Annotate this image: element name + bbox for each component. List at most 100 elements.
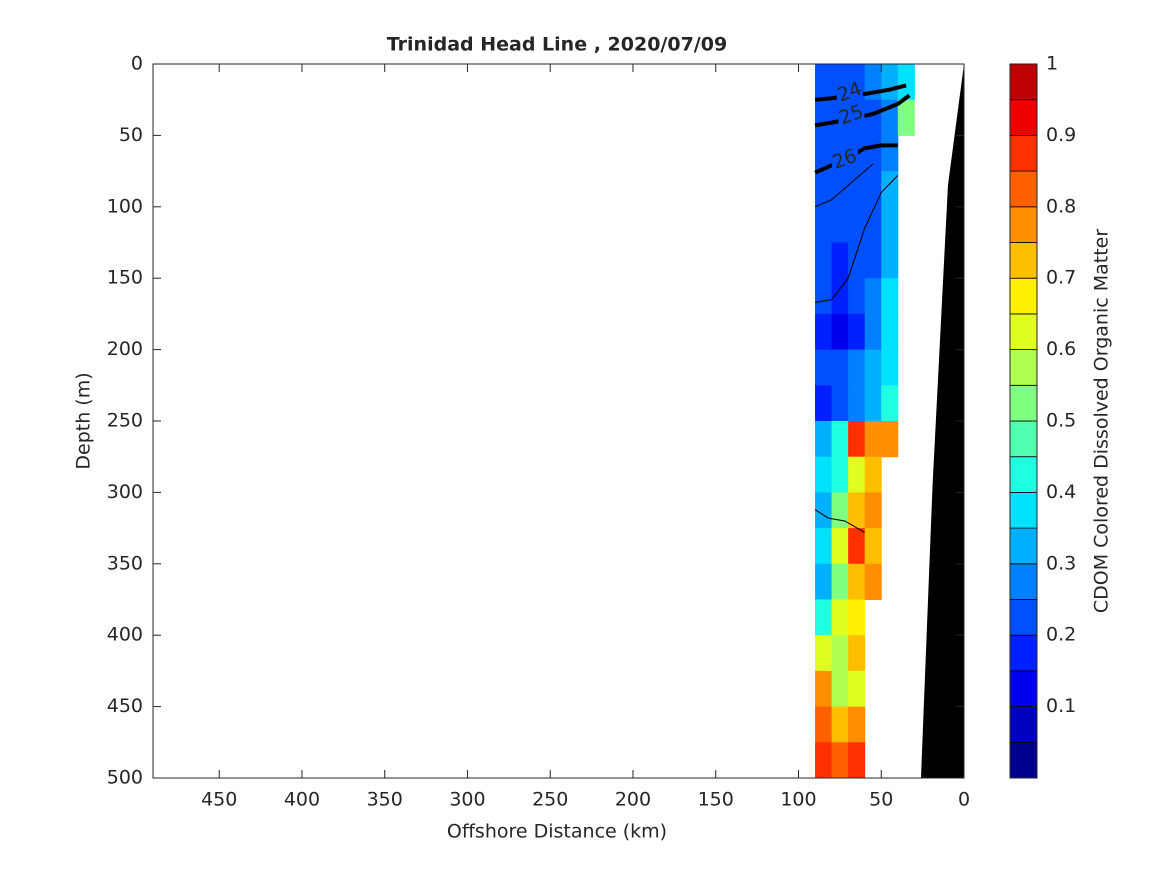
colorbar-swatch <box>1009 634 1038 672</box>
field-cell <box>831 421 849 458</box>
field-cell <box>848 742 866 779</box>
field-cell <box>848 635 866 672</box>
field-cell <box>831 171 849 208</box>
field-cell <box>831 706 849 743</box>
x-axis-label: Offshore Distance (km) <box>447 821 667 843</box>
field-cell <box>831 206 849 243</box>
field-cell <box>848 563 866 600</box>
field-cell <box>848 492 866 529</box>
field-cell <box>848 670 866 708</box>
field-cell <box>831 456 849 493</box>
field-cell <box>831 635 849 672</box>
colorbar-swatch <box>1009 277 1038 315</box>
field-cell <box>848 171 866 208</box>
field-cell <box>831 492 849 529</box>
colorbar-swatch <box>1009 527 1038 565</box>
seafloor <box>920 64 964 778</box>
field-cell <box>848 242 866 279</box>
colorbar-swatch <box>1009 134 1038 172</box>
contour-label-bg <box>838 104 865 127</box>
colorbar-swatch <box>1009 349 1038 386</box>
y-tick-label: 400 <box>107 624 143 646</box>
field-cell <box>848 599 866 636</box>
field-cell <box>815 456 833 493</box>
field-cell <box>815 742 833 779</box>
y-tick-label: 100 <box>107 195 143 217</box>
chart-title: Trinidad Head Line , 2020/07/09 <box>387 34 727 56</box>
colorbar-tick-label: 0.4 <box>1046 481 1076 503</box>
field-cell <box>864 206 882 243</box>
field-cell <box>864 171 882 208</box>
field-cell <box>815 64 833 101</box>
colorbar-tick-label: 0.6 <box>1046 338 1076 360</box>
colorbar-swatch <box>1009 63 1038 101</box>
field-cell <box>848 385 866 422</box>
field-cell <box>864 456 882 493</box>
field-cell <box>881 385 899 422</box>
field-cell <box>881 64 899 101</box>
field-cell <box>864 99 882 136</box>
field-cell <box>881 313 899 351</box>
field-cell <box>881 278 899 315</box>
y-tick-label: 50 <box>119 124 143 146</box>
x-tick-label: 400 <box>284 789 320 811</box>
colorbar-swatch <box>1009 741 1038 779</box>
field-cell <box>848 206 866 243</box>
field-cell <box>831 242 849 279</box>
field-cell <box>815 278 833 315</box>
field-cell <box>815 528 833 565</box>
field-cell <box>815 706 833 743</box>
x-tick-label: 200 <box>615 789 651 811</box>
colorbar-swatch <box>1009 99 1038 136</box>
field-cell <box>815 99 833 136</box>
contour-line <box>814 93 911 128</box>
field-cell <box>881 206 899 243</box>
field-cell <box>831 742 849 779</box>
field-cell <box>831 349 849 386</box>
field-cell <box>848 528 866 565</box>
x-tick-label: 50 <box>869 789 893 811</box>
field-cell <box>831 670 849 708</box>
x-tick-label: 250 <box>532 789 568 811</box>
colorbar-swatch <box>1009 706 1038 743</box>
colorbar-swatch <box>1009 599 1038 636</box>
field-cell <box>815 135 833 172</box>
x-tick-label: 150 <box>698 789 734 811</box>
field-cell <box>848 456 866 493</box>
y-tick-label: 300 <box>107 481 143 503</box>
x-tick-label: 450 <box>201 789 237 811</box>
field-cell <box>815 349 833 386</box>
field-cell <box>881 171 899 208</box>
colorbar-tick-label: 1 <box>1046 53 1058 75</box>
field-cell <box>815 492 833 529</box>
colorbar-swatch <box>1009 384 1038 422</box>
colorbar-swatch <box>1009 491 1038 529</box>
field-cell <box>815 421 833 458</box>
field-cell <box>881 421 899 458</box>
contour-line <box>814 163 874 208</box>
y-axis-label: Depth (m) <box>73 372 95 469</box>
x-tick-label: 350 <box>367 789 403 811</box>
field-cell <box>864 349 882 386</box>
colorbar-label: CDOM Colored Dissolved Organic Matter <box>1091 229 1113 613</box>
field-cell <box>815 242 833 279</box>
field-cell <box>881 135 899 172</box>
field-cell <box>831 278 849 315</box>
field-cell <box>864 385 882 422</box>
field-cell <box>831 528 849 565</box>
field-cell <box>848 706 866 743</box>
y-tick-label: 250 <box>107 410 143 432</box>
field-cell <box>848 349 866 386</box>
colorbar-tick-label: 0.1 <box>1046 695 1076 717</box>
field-cell <box>831 599 849 636</box>
field-cell <box>848 421 866 458</box>
colorbar-swatch <box>1009 313 1038 350</box>
field-cell <box>815 313 833 351</box>
colorbar-swatch <box>1009 420 1038 458</box>
field-cell <box>864 135 882 172</box>
field-cell <box>881 349 899 386</box>
colorbar-tick-label: 0.5 <box>1046 410 1076 432</box>
field-cell <box>815 670 833 708</box>
